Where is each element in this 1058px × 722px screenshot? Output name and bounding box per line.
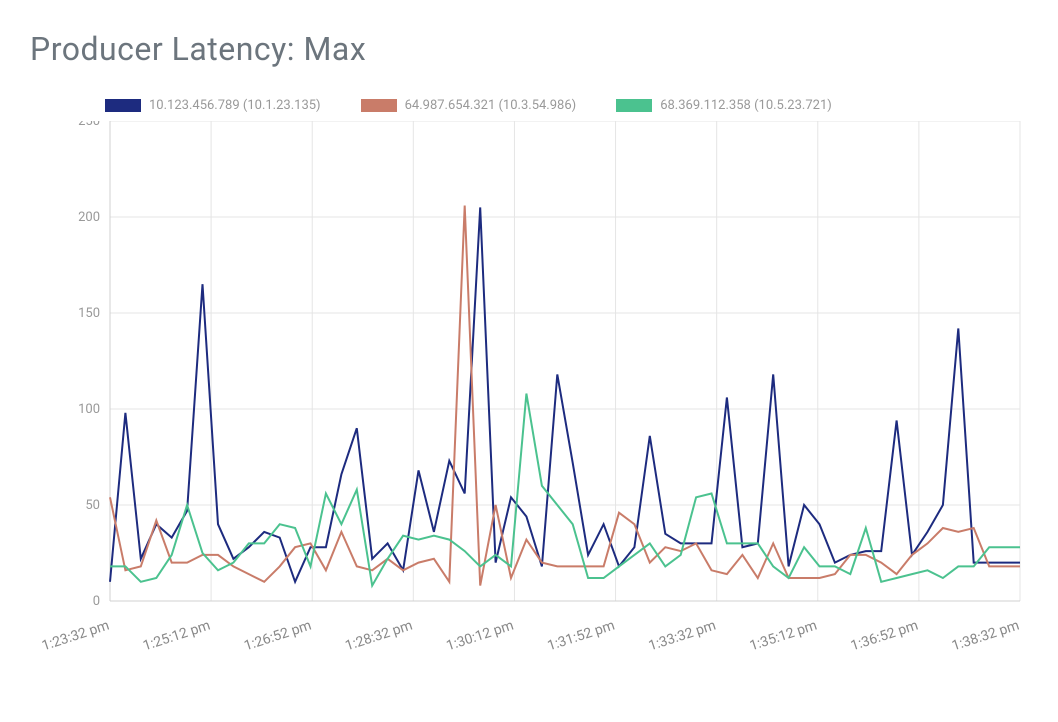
chart-title: Producer Latency: Max	[30, 30, 1028, 68]
x-tick-label: 1:31:52 pm	[546, 618, 617, 655]
x-tick-label: 1:36:52 pm	[849, 618, 920, 655]
y-tick-label: 150	[78, 306, 100, 321]
y-tick-label: 250	[78, 121, 100, 129]
legend-item-2[interactable]: 68.369.112.358 (10.5.23.721)	[616, 98, 832, 113]
x-tick-label: 1:33:32 pm	[647, 618, 718, 655]
legend-label: 68.369.112.358 (10.5.23.721)	[660, 98, 832, 113]
legend-item-1[interactable]: 64.987.654.321 (10.3.54.986)	[361, 98, 577, 113]
x-tick-label: 1:30:12 pm	[444, 618, 515, 655]
legend-swatch	[361, 99, 397, 112]
x-tick-label: 1:35:12 pm	[748, 618, 819, 655]
x-tick-label: 1:25:12 pm	[141, 618, 212, 655]
chart: 0 50 100 150 200 250 1:23:32 pm 1:25:12 pm 1:26:…	[30, 121, 1028, 681]
y-tick-label: 100	[78, 402, 100, 417]
legend-swatch	[616, 99, 652, 112]
y-tick-label: 200	[78, 210, 100, 225]
legend: 10.123.456.789 (10.1.23.135) 64.987.654.3…	[30, 98, 1028, 113]
series-line-0	[110, 207, 1020, 581]
x-tick-label: 1:23:32 pm	[40, 618, 111, 655]
x-tick-label: 1:26:52 pm	[242, 618, 313, 655]
legend-label: 10.123.456.789 (10.1.23.135)	[149, 98, 321, 113]
y-tick-label: 0	[93, 594, 100, 609]
y-tick-label: 50	[85, 498, 100, 513]
legend-label: 64.987.654.321 (10.3.54.986)	[405, 98, 577, 113]
legend-item-0[interactable]: 10.123.456.789 (10.1.23.135)	[105, 98, 321, 113]
legend-swatch	[105, 99, 141, 112]
x-tick-label: 1:38:32 pm	[950, 618, 1021, 655]
x-tick-label: 1:28:32 pm	[343, 618, 414, 655]
